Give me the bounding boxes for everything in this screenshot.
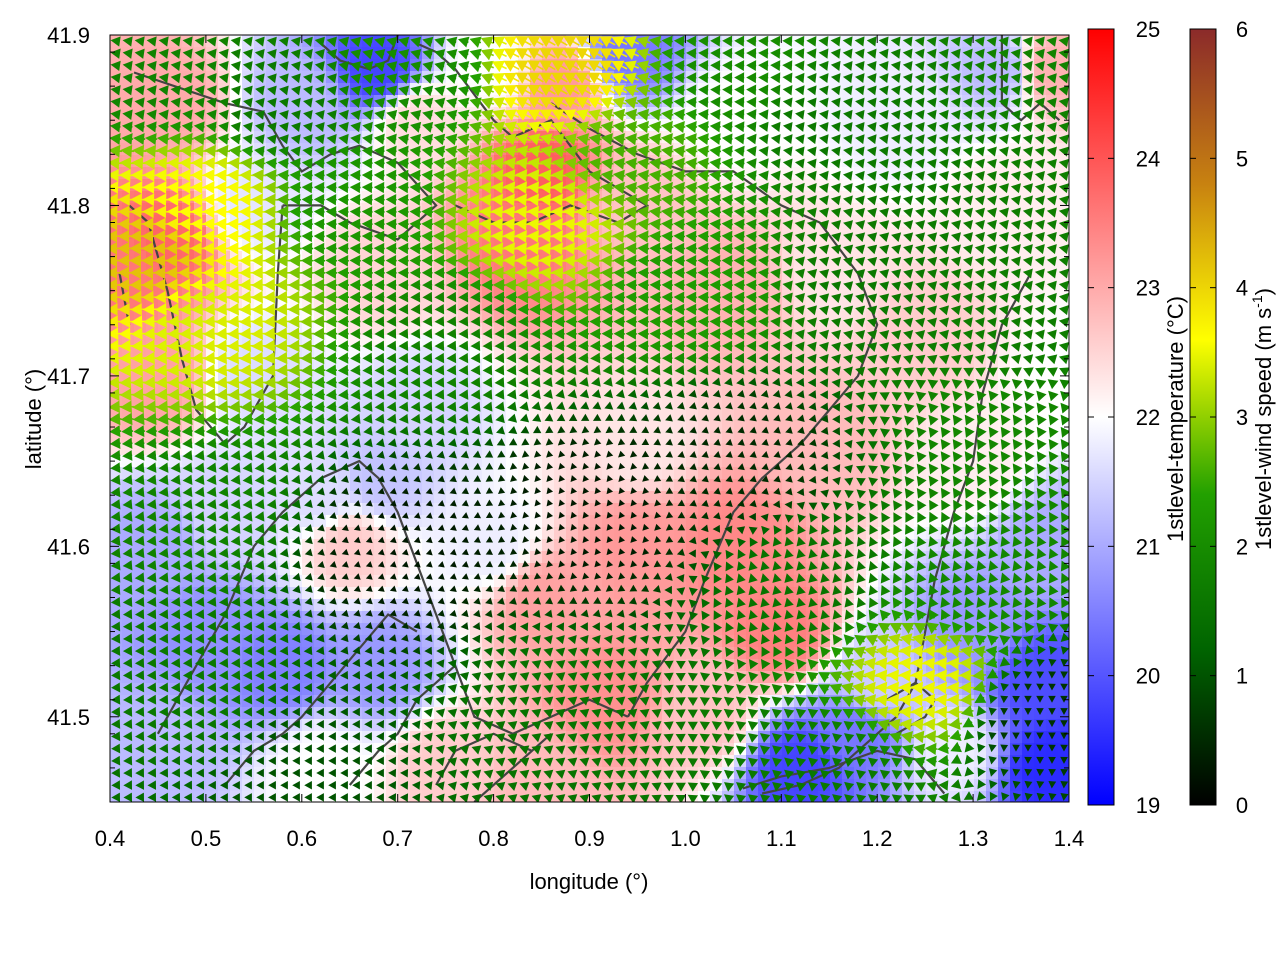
heatmap-cell: [386, 659, 399, 672]
plot-area: 0.4 0.5 0.6 0.7 0.8 0.9 1.0 1.1 1.2 1.3 1.4 41.541…: [47, 23, 1084, 851]
